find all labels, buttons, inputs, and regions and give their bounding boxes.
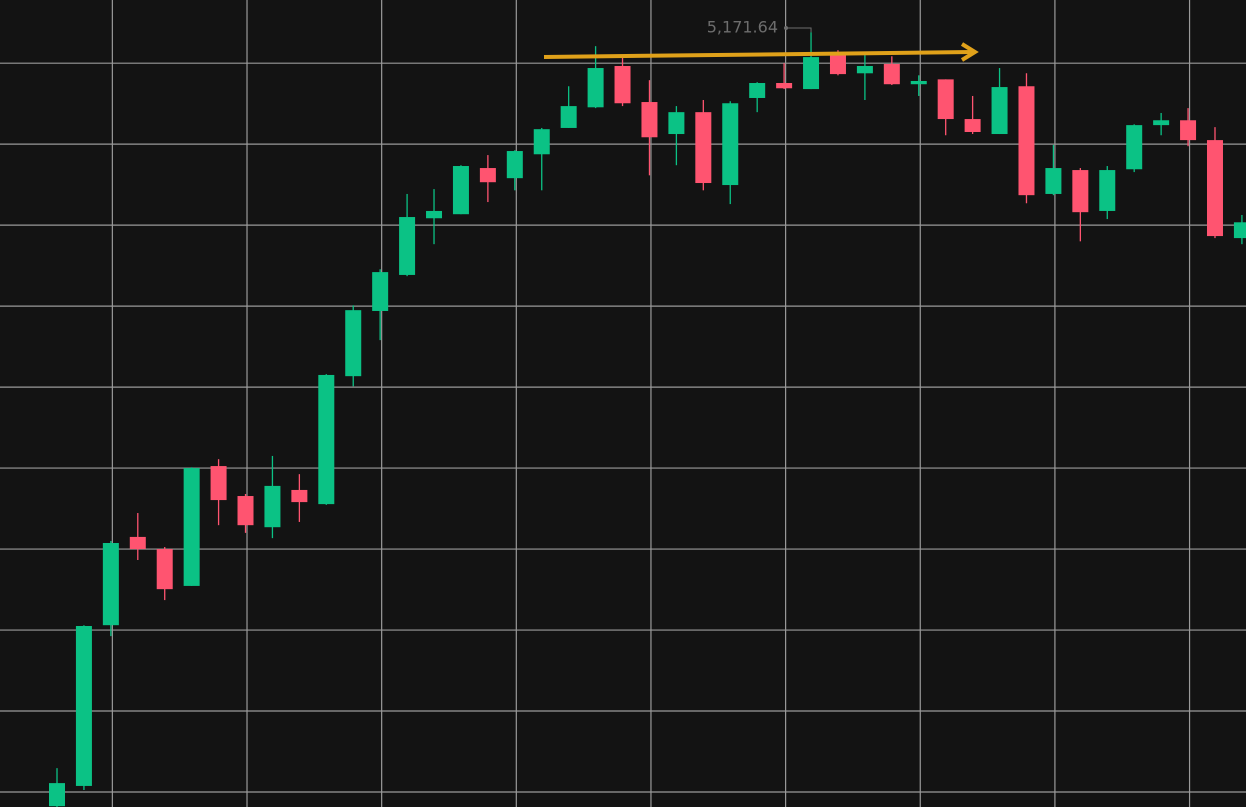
candle-body — [183, 468, 200, 586]
candle-body — [749, 83, 766, 98]
candle-body — [722, 103, 739, 186]
candle-body — [479, 168, 496, 183]
candle-body — [1018, 86, 1035, 196]
candle-body — [210, 466, 227, 501]
candle-body — [883, 63, 900, 85]
candle-body — [1072, 170, 1089, 213]
candle-body — [614, 66, 631, 104]
candle-body — [1126, 125, 1143, 170]
candle-body — [776, 83, 793, 89]
candle-body — [695, 112, 712, 184]
candle-body — [560, 106, 577, 128]
candle-body — [49, 783, 65, 807]
candle-body — [803, 57, 820, 90]
high-annotation: 5,171.64 — [707, 18, 778, 37]
candle-body — [641, 102, 658, 138]
candles — [49, 32, 1246, 807]
candle-body — [291, 489, 308, 503]
annotation-connector — [784, 27, 812, 33]
candle-body — [318, 374, 335, 505]
candle-body — [452, 166, 469, 215]
candle-body — [1206, 140, 1223, 237]
trend-arrow-head — [960, 42, 979, 62]
candle-body — [1153, 120, 1170, 126]
candle-body — [991, 87, 1008, 135]
candle-body — [533, 129, 550, 155]
annotation-dot — [784, 26, 788, 30]
candle-body — [75, 626, 92, 786]
candle-body — [372, 272, 389, 311]
candle-body — [102, 542, 119, 626]
candle-body — [399, 217, 416, 275]
candle-body — [910, 80, 927, 85]
candle-body — [937, 79, 954, 120]
candle-body — [1233, 222, 1246, 239]
candle-body — [1045, 168, 1062, 194]
candle-body — [506, 151, 523, 179]
candle-body — [587, 68, 604, 108]
candle-body — [964, 119, 981, 133]
trend-arrow — [543, 50, 973, 59]
candle-body — [829, 55, 846, 75]
candle-body — [1099, 170, 1116, 211]
candle-body — [1180, 120, 1197, 141]
candle-body — [426, 210, 443, 219]
candle-body — [856, 66, 873, 74]
candle-body — [156, 549, 173, 590]
candle-body — [129, 536, 146, 550]
candle-body — [345, 310, 362, 377]
candle-body — [668, 112, 685, 135]
candle-body — [264, 485, 281, 528]
candle-body — [237, 496, 254, 526]
